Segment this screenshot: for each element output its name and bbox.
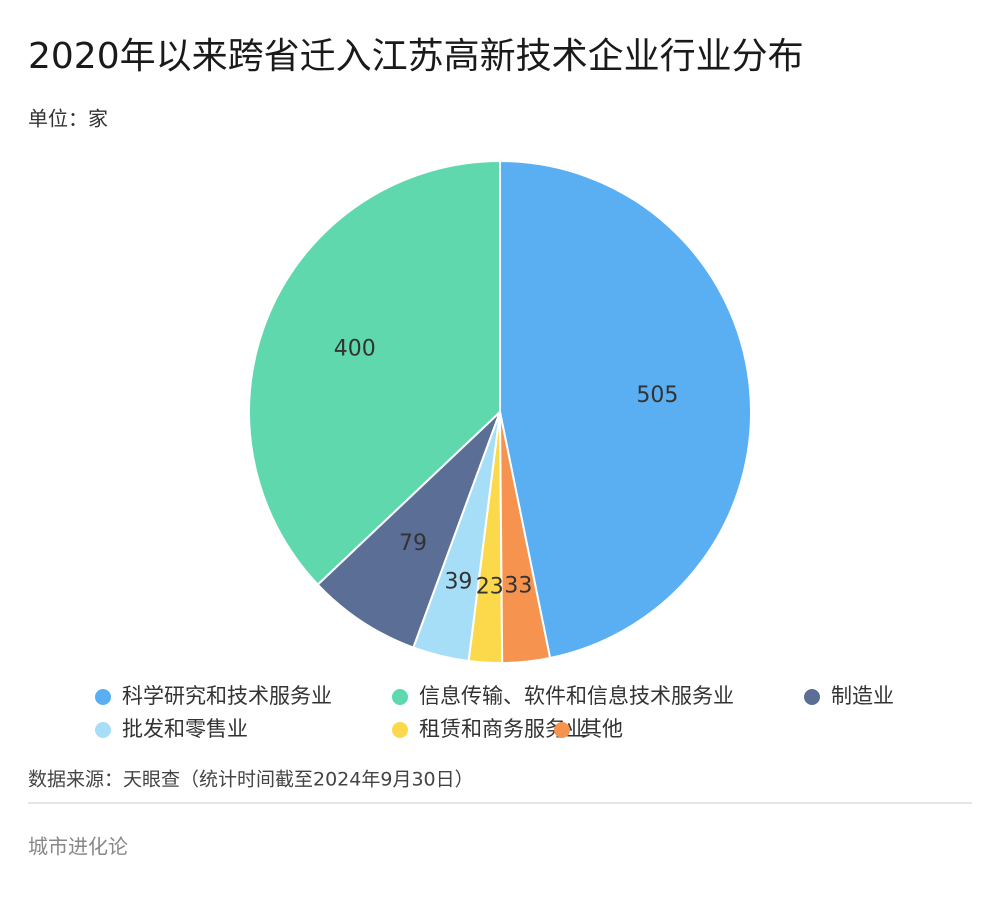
brand: 城市进化论: [28, 835, 128, 859]
legend-label: 批发和零售业: [122, 717, 248, 741]
data-label: 33: [504, 574, 532, 599]
pie-slice: [248, 159, 501, 587]
pie-slice: [499, 411, 552, 664]
pie-slice: [499, 159, 752, 660]
legend-marker: [95, 722, 111, 738]
data-label: 400: [334, 337, 376, 362]
data-label: 39: [444, 570, 472, 595]
legend-label: 信息传输、软件和信息技术服务业: [419, 684, 734, 708]
chart-title: 2020年以来跨省迁入江苏高新技术企业行业分布: [28, 36, 804, 77]
data-label: 79: [399, 531, 427, 556]
pie-slice: [316, 411, 501, 649]
legend-marker: [392, 689, 408, 705]
source-note: 数据来源：天眼查（统计时间截至2024年9月30日）: [28, 769, 474, 791]
data-label: 505: [636, 383, 678, 408]
legend-marker: [392, 722, 408, 738]
legend-label: 科学研究和技术服务业: [122, 684, 332, 708]
legend-marker: [804, 689, 820, 705]
legend-marker: [95, 689, 111, 705]
legend-label: 制造业: [831, 684, 894, 708]
data-label: 23: [476, 574, 504, 599]
legend-marker: [554, 722, 570, 738]
legend-label: 其他: [581, 717, 623, 741]
chart-subtitle: 单位：家: [28, 107, 108, 131]
